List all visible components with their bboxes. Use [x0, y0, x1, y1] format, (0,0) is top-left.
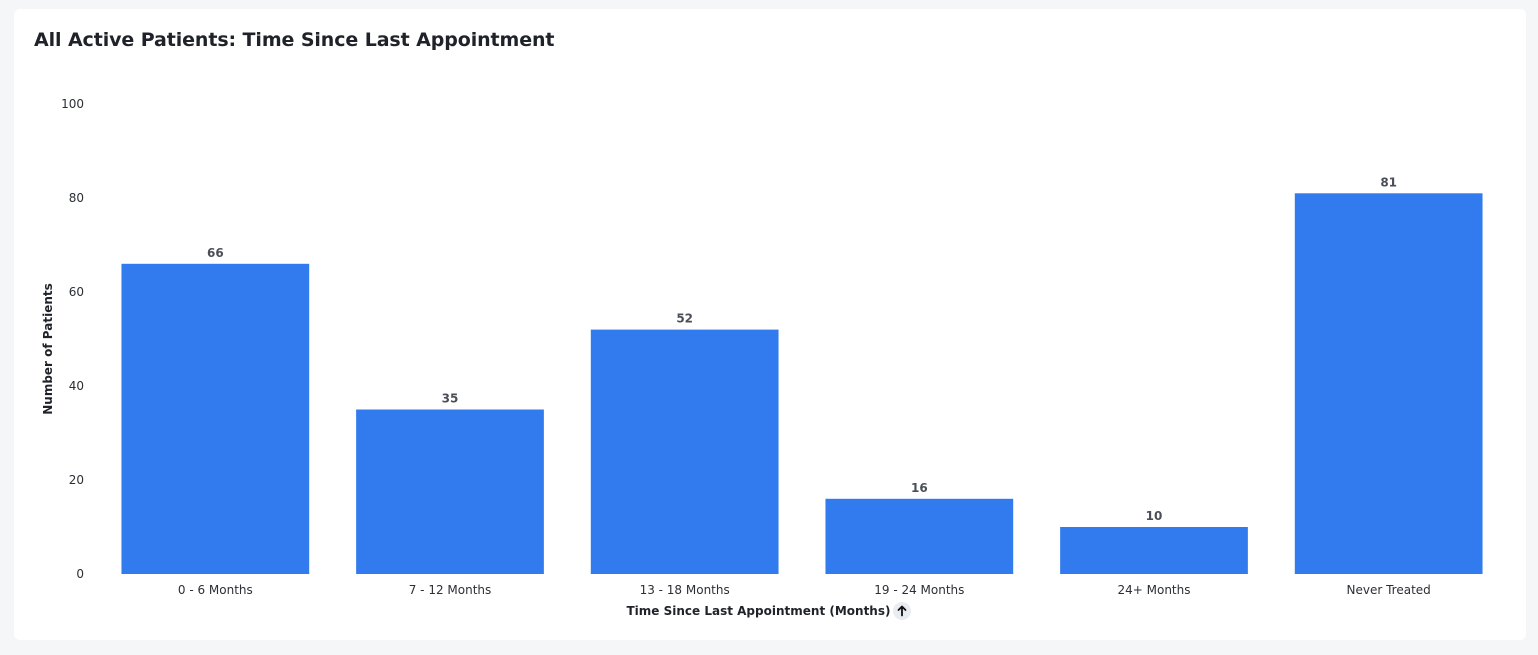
- bar-value-label: 35: [442, 392, 459, 406]
- x-axis-title: Time Since Last Appointment (Months): [626, 604, 891, 618]
- x-category-label: 13 - 18 Months: [640, 583, 730, 597]
- bars: [121, 193, 1483, 575]
- x-category-label: 19 - 24 Months: [874, 583, 964, 597]
- bar[interactable]: [1294, 193, 1483, 575]
- x-category-label: 24+ Months: [1117, 583, 1190, 597]
- arrow-up-icon: [898, 605, 907, 617]
- y-tick-label: 60: [69, 285, 84, 299]
- x-category-label: 0 - 6 Months: [178, 583, 253, 597]
- bar-value-label: 81: [1380, 175, 1397, 189]
- bar[interactable]: [1060, 527, 1248, 574]
- bar[interactable]: [356, 409, 544, 575]
- y-tick-label: 20: [69, 473, 84, 487]
- bar-value-label: 10: [1146, 509, 1163, 523]
- x-category-label: Never Treated: [1347, 583, 1431, 597]
- x-axis-title-row: Time Since Last Appointment (Months): [0, 602, 1538, 620]
- bar-value-label: 52: [676, 312, 693, 326]
- bar[interactable]: [121, 263, 310, 574]
- y-tick-label: 40: [69, 379, 84, 393]
- bar-value-label: 66: [207, 246, 224, 260]
- x-category-label: 7 - 12 Months: [409, 583, 492, 597]
- y-axis-ticks: 0 20 40 60 80 100: [61, 97, 84, 581]
- y-tick-label: 0: [76, 567, 84, 581]
- x-axis-categories: 0 - 6 Months 7 - 12 Months 13 - 18 Months 1…: [178, 583, 1431, 597]
- y-axis-title: Number of Patients: [41, 283, 55, 415]
- bar-value-label: 16: [911, 481, 928, 495]
- bar[interactable]: [590, 329, 779, 574]
- sort-button[interactable]: [893, 602, 912, 620]
- y-tick-label: 80: [69, 191, 84, 205]
- y-tick-label: 100: [61, 97, 84, 111]
- bar[interactable]: [825, 498, 1014, 574]
- chart-title: All Active Patients: Time Since Last App…: [34, 29, 555, 51]
- data-labels: 66 35 52 16 10 81: [207, 175, 1397, 523]
